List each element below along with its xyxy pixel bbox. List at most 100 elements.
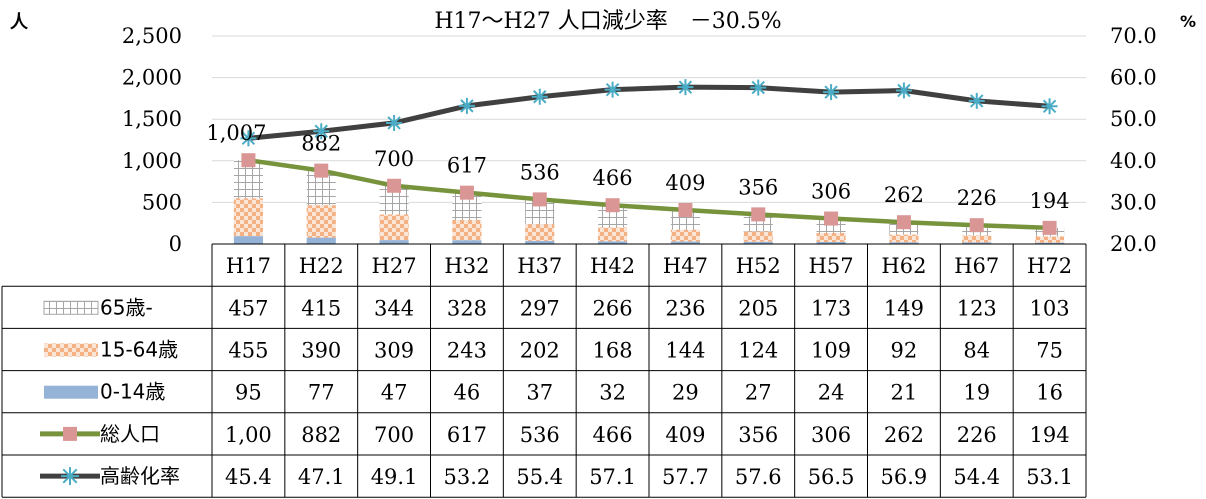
table-cell: 390 <box>301 339 341 363</box>
y-tick-label-right: 70.0 <box>1110 24 1157 48</box>
total-population-label: 226 <box>957 186 997 210</box>
y-tick-label-left: 1,000 <box>122 149 182 173</box>
table-cell: 168 <box>593 339 633 363</box>
aging-rate-marker <box>750 79 767 96</box>
aging-rate-marker <box>1041 98 1058 115</box>
table-cell: 266 <box>593 296 633 320</box>
table-cell: 700 <box>374 423 414 447</box>
aging-rate-marker <box>313 123 330 140</box>
table-cell: 149 <box>884 296 924 320</box>
category-label: H17 <box>226 254 271 278</box>
bar-segment-0-14 <box>525 240 555 244</box>
bar-segment-0-14 <box>379 240 409 244</box>
category-label: H27 <box>372 254 417 278</box>
table-cell: 45.4 <box>225 465 272 489</box>
y-tick-label-right: 50.0 <box>1110 107 1157 131</box>
total-population-marker <box>387 178 402 193</box>
total-population-label: 409 <box>665 171 705 195</box>
bar-segment-15-64 <box>962 235 992 243</box>
table-cell: 92 <box>891 339 918 363</box>
table-cell: 56.9 <box>881 465 928 489</box>
table-cell: 77 <box>308 381 335 405</box>
aging-rate-marker <box>823 84 840 101</box>
total-population-marker <box>459 185 474 200</box>
y-tick-label-left: 500 <box>142 190 182 214</box>
total-population-marker <box>314 163 329 178</box>
bar-segment-15-64 <box>525 224 555 241</box>
table-cell: 29 <box>672 381 699 405</box>
chart-title: H17～H27 人口減少率 －30.5% <box>434 9 781 34</box>
table-cell: 49.1 <box>371 465 418 489</box>
table-cell: 415 <box>301 296 341 320</box>
data-table: H17 H22 H27 H32 H37 H42 H47 H52 H57 H62 H67 H72 65歳-… <box>1 243 1087 498</box>
table-cell: 202 <box>520 339 560 363</box>
bar-segment-15-64 <box>889 234 919 243</box>
total-population-label: 194 <box>1030 189 1070 213</box>
aging-rate-marker <box>677 79 694 96</box>
bar-segment-15-64 <box>379 214 409 241</box>
table-cell: 46 <box>454 381 481 405</box>
bar-segment-15-64 <box>598 227 628 242</box>
data-labels: 1,007 882 700 617 536 466 409 356 306 262 226 194 <box>206 121 1069 213</box>
table-cell: 53.2 <box>444 465 491 489</box>
category-label: H57 <box>809 254 854 278</box>
total-population-marker <box>824 211 839 226</box>
bar-segment-0-14 <box>962 242 992 244</box>
table-cell: 19 <box>963 381 990 405</box>
table-cell: 54.4 <box>953 465 1000 489</box>
total-population-marker <box>532 192 547 207</box>
total-population-marker <box>678 202 693 217</box>
bar-segment-0-14 <box>452 240 482 244</box>
table-cell: 328 <box>447 296 487 320</box>
bar-segment-0-14 <box>598 241 628 244</box>
y-tick-label-left: 1,500 <box>122 107 182 131</box>
bar-segment-0-14 <box>306 237 336 244</box>
table-cell: 356 <box>738 423 778 447</box>
stacked-bars <box>233 160 1065 244</box>
legend-key <box>43 300 99 315</box>
table-cell: 53.1 <box>1026 465 1073 489</box>
table-cell: 226 <box>957 423 997 447</box>
series-name: 総人口 <box>100 422 160 446</box>
table-cell: 123 <box>957 296 997 320</box>
bar-segment-15-64 <box>816 232 846 243</box>
aging-rate-marker <box>895 82 912 99</box>
table-cell: 306 <box>811 423 851 447</box>
total-population-marker <box>751 207 766 222</box>
total-population-label: 466 <box>593 166 633 190</box>
category-label: H42 <box>590 254 635 278</box>
table-cell: 124 <box>738 339 778 363</box>
gridlines <box>212 35 1086 203</box>
table-cell: 16 <box>1036 381 1063 405</box>
aging-rate-marker <box>968 92 985 109</box>
legend-marker <box>61 467 79 486</box>
aging-rate-marker <box>458 97 475 114</box>
table-cell: 27 <box>745 381 772 405</box>
table-cell: 344 <box>374 296 414 320</box>
total-population-label: 356 <box>738 175 778 199</box>
table-cell: 57.1 <box>589 465 636 489</box>
table-cell: 55.4 <box>516 465 563 489</box>
category-label: H67 <box>954 254 999 278</box>
series-name: 0-14歳 <box>100 380 165 404</box>
total-population-marker <box>605 198 620 213</box>
total-population-line <box>248 157 1050 231</box>
category-label: H22 <box>299 254 344 278</box>
series-name: 65歳- <box>100 295 153 319</box>
table-cell: 84 <box>963 339 990 363</box>
table-cell: 109 <box>811 339 851 363</box>
table-cell: 466 <box>593 423 633 447</box>
table-cell: 262 <box>884 423 924 447</box>
total-population-marker <box>1042 220 1057 235</box>
total-population-label: 306 <box>811 180 851 204</box>
bar-segment-0-14 <box>889 242 919 244</box>
total-population-marker <box>969 218 984 233</box>
bar-segment-15-64 <box>743 231 773 242</box>
left-axis-unit: 人 <box>10 12 29 33</box>
aging-rate-marker <box>531 88 548 105</box>
table-cell: 882 <box>301 423 341 447</box>
total-population-label: 882 <box>301 132 341 156</box>
aging-rate-marker <box>604 81 621 98</box>
series-name: 高齢化率 <box>100 464 180 488</box>
